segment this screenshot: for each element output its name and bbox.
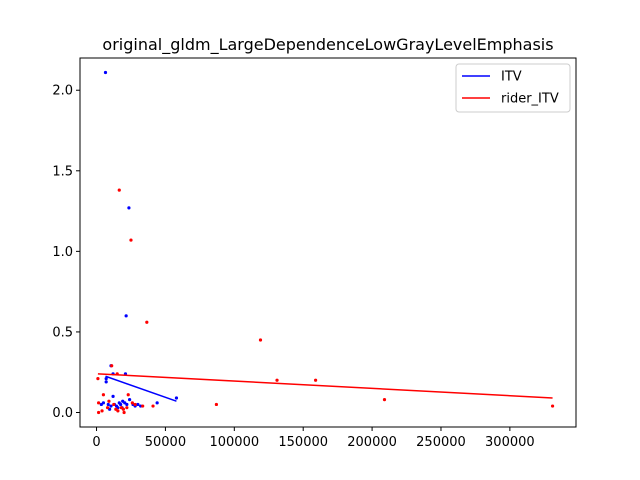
- scatter-point-rider_ITV: [115, 372, 119, 376]
- scatter-point-rider_ITV: [100, 409, 104, 413]
- plot-area: [96, 70, 555, 415]
- scatter-point-rider_ITV: [125, 406, 129, 410]
- scatter-point-rider_ITV: [122, 410, 126, 415]
- y-tick-label: 1.0: [52, 245, 73, 260]
- scatter-point-ITV: [111, 394, 115, 398]
- y-tick-label: 2.0: [52, 84, 73, 99]
- x-tick-label: 50000: [145, 435, 186, 450]
- trend-line-rider_ITV: [97, 373, 553, 399]
- scatter-point-rider_ITV: [130, 401, 134, 405]
- scatter-point-rider_ITV: [101, 393, 106, 397]
- scatter-point-rider_ITV: [107, 399, 111, 403]
- scatter-point-ITV: [155, 401, 159, 405]
- scatter-point-rider_ITV: [112, 402, 116, 407]
- scatter-point-ITV: [106, 402, 110, 407]
- scatter-point-ITV: [124, 314, 128, 318]
- scatter-point-rider_ITV: [214, 402, 218, 407]
- scatter-point-ITV: [104, 380, 108, 384]
- scatter-point-rider_ITV: [96, 377, 100, 381]
- scatter-point-ITV: [103, 70, 108, 75]
- axes-frame: [79, 57, 577, 428]
- scatter-point-ITV: [109, 404, 113, 408]
- scatter-point-rider_ITV: [97, 410, 101, 415]
- scatter-point-rider_ITV: [121, 407, 125, 411]
- x-tick-label: 250000: [416, 435, 466, 450]
- scatter-point-rider_ITV: [151, 404, 155, 408]
- scatter-point-ITV: [128, 398, 132, 402]
- scatter-point-rider_ITV: [141, 404, 145, 408]
- scatter-point-rider_ITV: [145, 320, 149, 324]
- x-tick-label: 200000: [347, 435, 397, 450]
- y-tick-label: 0.0: [52, 406, 73, 421]
- y-tick-label: 0.5: [52, 325, 73, 340]
- scatter-point-rider_ITV: [314, 378, 318, 382]
- scatter-point-rider_ITV: [105, 406, 110, 410]
- x-tick-label: 0: [92, 435, 100, 450]
- scatter-point-rider_ITV: [129, 238, 133, 242]
- scatter-point-rider_ITV: [133, 402, 137, 407]
- chart-title: original_gldm_LargeDependenceLowGrayLeve…: [102, 35, 553, 55]
- scatter-point-rider_ITV: [97, 401, 101, 405]
- scatter-point-ITV: [101, 401, 106, 405]
- scatter-point-ITV: [174, 396, 179, 400]
- legend: ITV rider_ITV: [455, 63, 571, 113]
- x-tick-label: 300000: [485, 435, 535, 450]
- legend-label-rider_ITV: rider_ITV: [501, 92, 559, 107]
- scatter-point-ITV: [127, 206, 131, 210]
- x-tick-label: 100000: [209, 435, 259, 450]
- scatter-point-ITV: [125, 402, 129, 407]
- scatter-point-rider_ITV: [550, 404, 555, 408]
- scatter-point-rider_ITV: [275, 378, 279, 382]
- scatter-point-rider_ITV: [110, 364, 114, 368]
- scatter-point-ITV: [136, 402, 140, 407]
- x-tick-label: 150000: [278, 435, 328, 450]
- scatter-point-rider_ITV: [382, 398, 387, 402]
- y-tick-label: 1.5: [52, 164, 73, 179]
- legend-label-ITV: ITV: [501, 70, 522, 85]
- scatter-point-ITV: [119, 402, 123, 407]
- axes: 0 50000 100000 150000 200000 250000 300000 0.0 0…: [52, 84, 534, 450]
- scatter-point-rider_ITV: [114, 407, 118, 411]
- scatter-point-ITV: [104, 377, 108, 381]
- trend-line-ITV: [105, 375, 177, 402]
- scatter-point-rider_ITV: [258, 338, 263, 342]
- scatter-point-rider_ITV: [126, 393, 130, 397]
- scatter-point-rider_ITV: [117, 188, 121, 192]
